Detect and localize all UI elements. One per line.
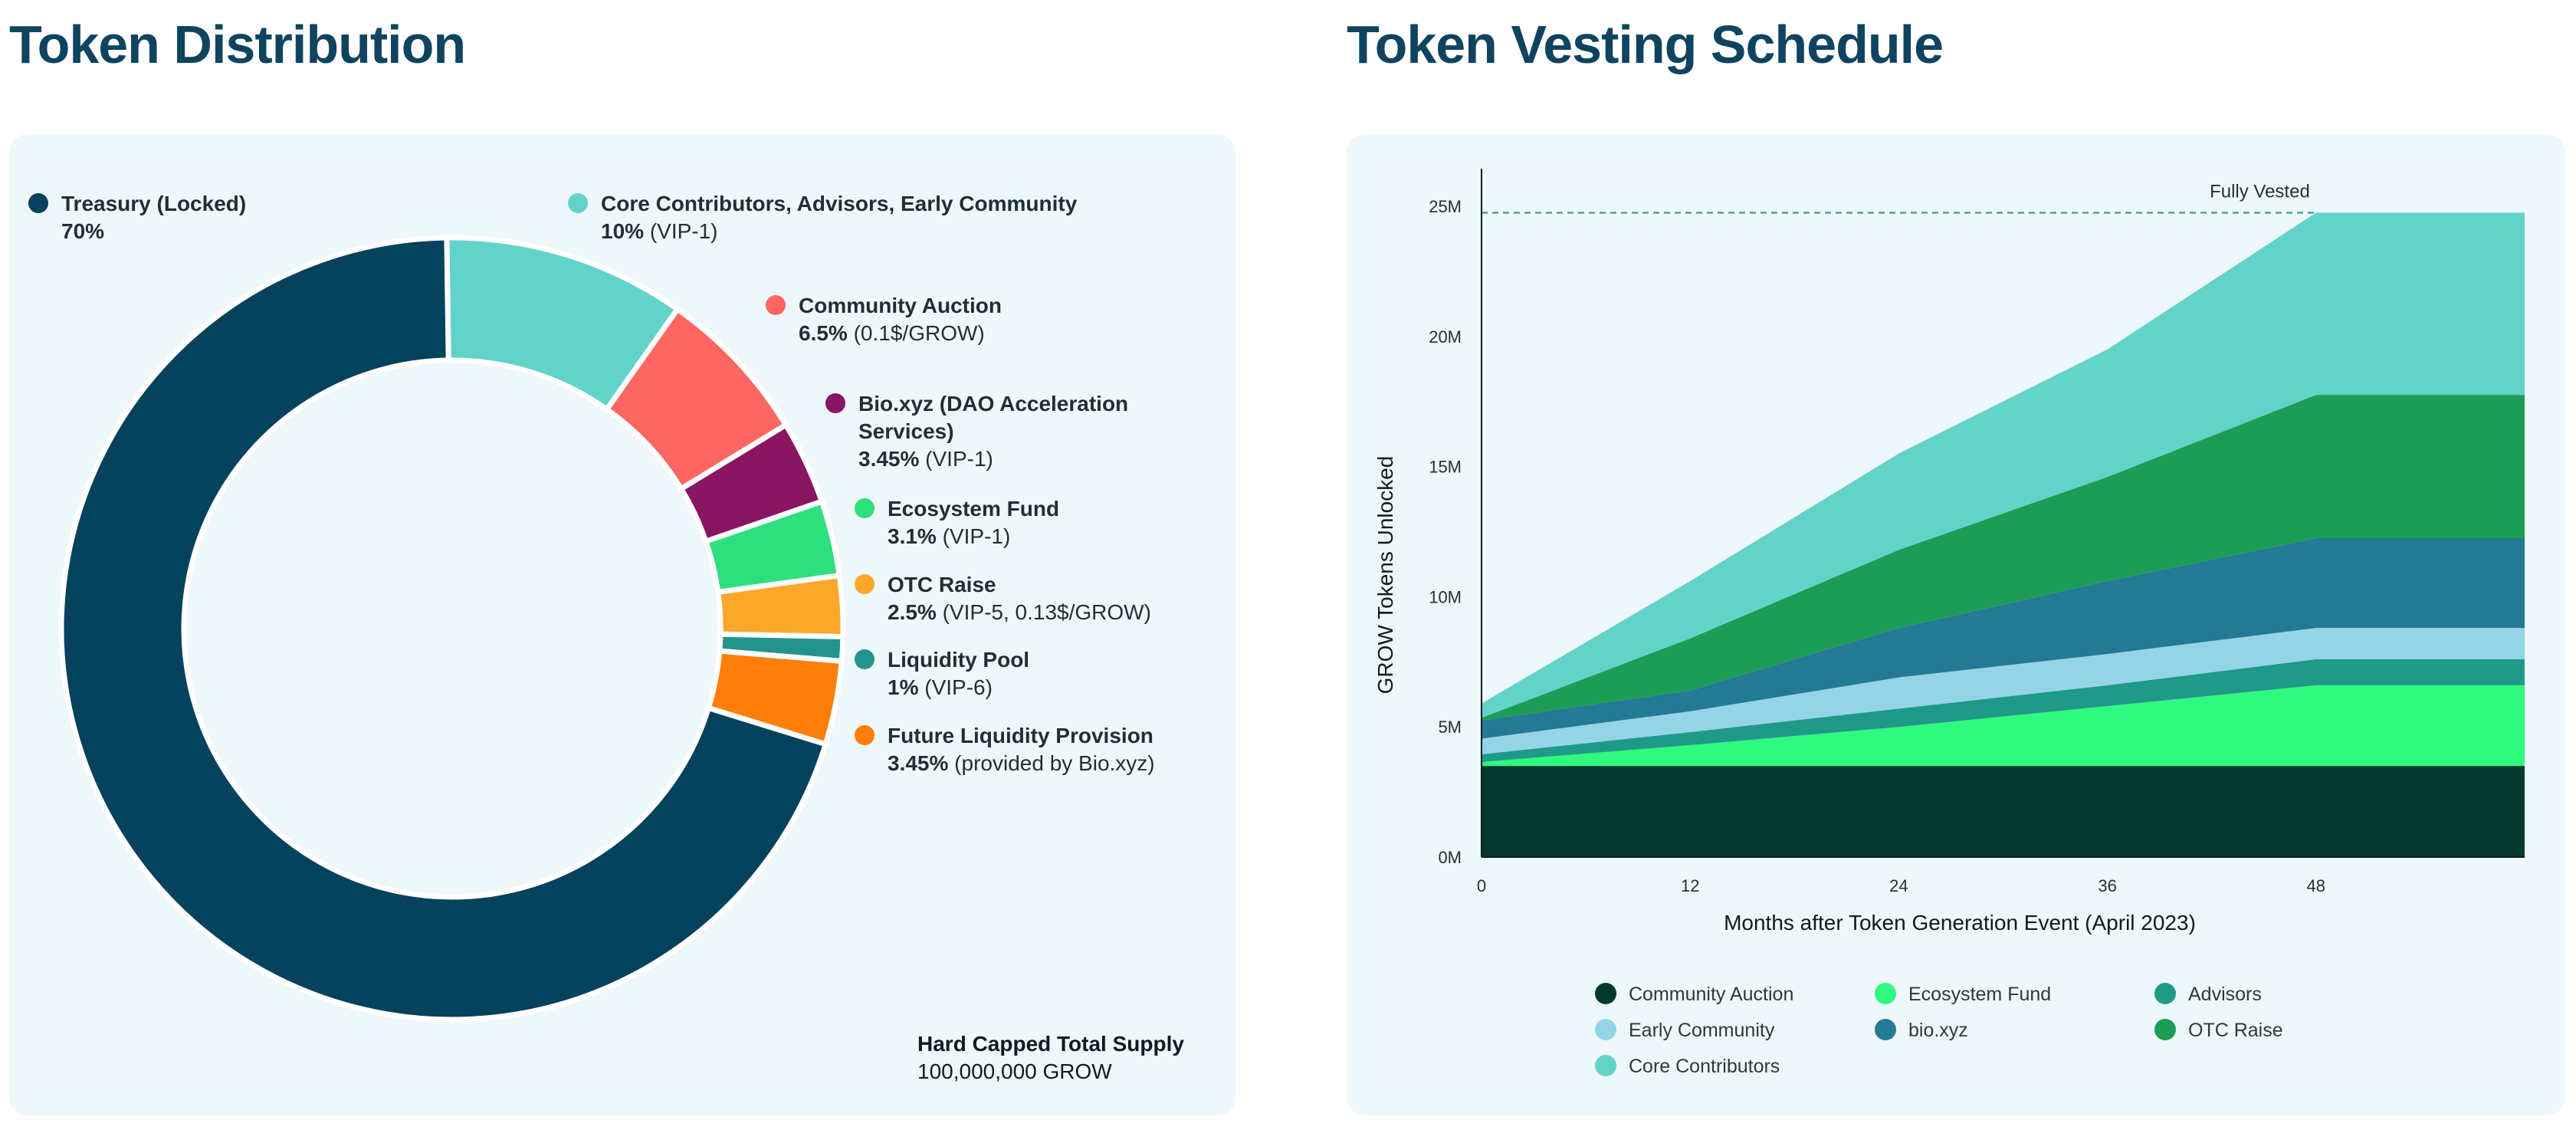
x-tick-label: 36 bbox=[2098, 876, 2116, 895]
vesting-area-chart: Fully Vested 0M 5M 10M 15M 20M 25M 0 12 24 36 48 GR… bbox=[1373, 169, 2525, 1077]
area-layer-advisors bbox=[1482, 659, 2525, 763]
legend-swatch bbox=[855, 725, 875, 745]
legend-swatch bbox=[766, 295, 786, 315]
legend-value: 3.45% (VIP-1) bbox=[858, 447, 993, 471]
area-layer-bio-xyz bbox=[1482, 537, 2525, 739]
distribution-donut-chart: Treasury (Locked) 70% Core Contributors, A… bbox=[28, 192, 1184, 1083]
legend-label: Liquidity Pool bbox=[888, 648, 1029, 672]
area-layer-early-community bbox=[1482, 628, 2525, 754]
legend-value: 6.5% (0.1$/GROW) bbox=[799, 321, 985, 345]
legend-label: Advisors bbox=[2188, 984, 2262, 1005]
legend-label: bio.xyz bbox=[1908, 1020, 1968, 1041]
legend-swatch bbox=[825, 393, 845, 413]
legend-label: Ecosystem Fund bbox=[888, 497, 1059, 521]
fully-vested-annotation: Fully Vested bbox=[2210, 181, 2310, 202]
legend-item-advisors: Advisors bbox=[2154, 983, 2262, 1005]
legend-item-community-auction: Community Auction 6.5% (0.1$/GROW) bbox=[766, 294, 1002, 345]
legend-item-liquidity-pool: Liquidity Pool 1% (VIP-6) bbox=[855, 648, 1029, 699]
legend-item-early-community: Early Community bbox=[1595, 1019, 1775, 1041]
legend-swatch bbox=[1875, 1019, 1896, 1040]
legend-swatch bbox=[28, 193, 48, 213]
area-layer-otc-raise bbox=[1482, 395, 2525, 721]
token-distribution-title: Token Distribution bbox=[9, 15, 466, 74]
legend-label: OTC Raise bbox=[888, 573, 996, 596]
legend-label: Future Liquidity Provision bbox=[888, 724, 1153, 747]
legend-value: 10% (VIP-1) bbox=[601, 219, 718, 243]
legend-label: Ecosystem Fund bbox=[1908, 984, 2051, 1005]
legend-value: 70% bbox=[61, 219, 104, 243]
vesting-panel: Fully Vested 0M 5M 10M 15M 20M 25M 0 12 24 36 48 GR… bbox=[1347, 134, 2565, 1115]
legend-label: Treasury (Locked) bbox=[61, 192, 246, 215]
legend-label: OTC Raise bbox=[2188, 1020, 2283, 1041]
legend-item-core-contributors-advisors-early-community: Core Contributors, Advisors, Early Commu… bbox=[568, 192, 1078, 243]
legend-label: Early Community bbox=[1629, 1020, 1775, 1041]
legend-item-otc-raise: OTC Raise bbox=[2154, 1019, 2283, 1041]
legend-label: Core Contributors, Advisors, Early Commu… bbox=[601, 192, 1078, 215]
y-axis-label: GROW Tokens Unlocked bbox=[1373, 456, 1397, 695]
y-tick-label: 20M bbox=[1429, 327, 1462, 347]
area-layer-community-auction bbox=[1482, 766, 2525, 857]
legend-item-bio-xyz: bio.xyz bbox=[1875, 1019, 1968, 1041]
legend-item-bio-xyz-dao-acceleration-services: Bio.xyz (DAO Acceleration Services) 3.45% … bbox=[825, 392, 1128, 471]
supply-value: 100,000,000 GROW bbox=[917, 1059, 1112, 1083]
legend-swatch bbox=[1595, 983, 1616, 1004]
y-tick-label: 0M bbox=[1438, 848, 1462, 867]
legend-label: Community Auction bbox=[1629, 984, 1793, 1005]
legend-value: 3.45% (provided by Bio.xyz) bbox=[888, 751, 1155, 775]
area-layer-core-contributors bbox=[1482, 212, 2525, 718]
legend-item-treasury-locked: Treasury (Locked) 70% bbox=[28, 192, 246, 243]
legend-item-future-liquidity-provision: Future Liquidity Provision 3.45% (provide… bbox=[855, 724, 1155, 775]
y-tick-label: 10M bbox=[1429, 587, 1462, 606]
legend-value: 1% (VIP-6) bbox=[888, 675, 993, 699]
distribution-panel: Treasury (Locked) 70% Core Contributors, A… bbox=[9, 134, 1235, 1115]
x-axis-label: Months after Token Generation Event (Apr… bbox=[1724, 911, 2196, 935]
legend-label: Community Auction bbox=[799, 294, 1002, 317]
supply-label: Hard Capped Total Supply bbox=[917, 1032, 1184, 1056]
x-tick-label: 48 bbox=[2307, 876, 2325, 895]
legend-swatch bbox=[1875, 983, 1896, 1004]
legend-swatch bbox=[1595, 1019, 1616, 1040]
y-tick-label: 25M bbox=[1429, 197, 1462, 216]
legend-swatch bbox=[2154, 1019, 2176, 1040]
legend-item-core-contributors: Core Contributors bbox=[1595, 1055, 1780, 1077]
legend-item-ecosystem-fund: Ecosystem Fund 3.1% (VIP-1) bbox=[855, 497, 1059, 548]
area-layer-ecosystem-fund bbox=[1482, 685, 2525, 767]
legend-item-community-auction: Community Auction bbox=[1595, 983, 1793, 1005]
legend-label: Core Contributors bbox=[1629, 1056, 1780, 1077]
y-tick-label: 5M bbox=[1438, 718, 1462, 737]
token-vesting-title: Token Vesting Schedule bbox=[1347, 15, 1944, 74]
legend-item-ecosystem-fund: Ecosystem Fund bbox=[1875, 983, 2051, 1005]
legend-item-otc-raise: OTC Raise 2.5% (VIP-5, 0.13$/GROW) bbox=[855, 573, 1151, 624]
legend-swatch bbox=[855, 498, 875, 518]
legend-swatch bbox=[568, 193, 588, 213]
legend-swatch bbox=[855, 574, 875, 594]
x-tick-label: 0 bbox=[1477, 876, 1486, 895]
legend-swatch bbox=[2154, 983, 2176, 1004]
legend-label: Services) bbox=[858, 419, 954, 443]
legend-value: 2.5% (VIP-5, 0.13$/GROW) bbox=[888, 600, 1151, 624]
legend-value: 3.1% (VIP-1) bbox=[888, 524, 1010, 548]
legend-swatch bbox=[1595, 1055, 1616, 1076]
legend-label: Bio.xyz (DAO Acceleration bbox=[858, 392, 1128, 416]
y-tick-label: 15M bbox=[1429, 458, 1462, 477]
x-tick-label: 24 bbox=[1889, 876, 1908, 895]
x-tick-label: 12 bbox=[1681, 876, 1699, 895]
legend-swatch bbox=[855, 649, 875, 669]
donut-slice-treasury-locked bbox=[58, 235, 829, 1023]
